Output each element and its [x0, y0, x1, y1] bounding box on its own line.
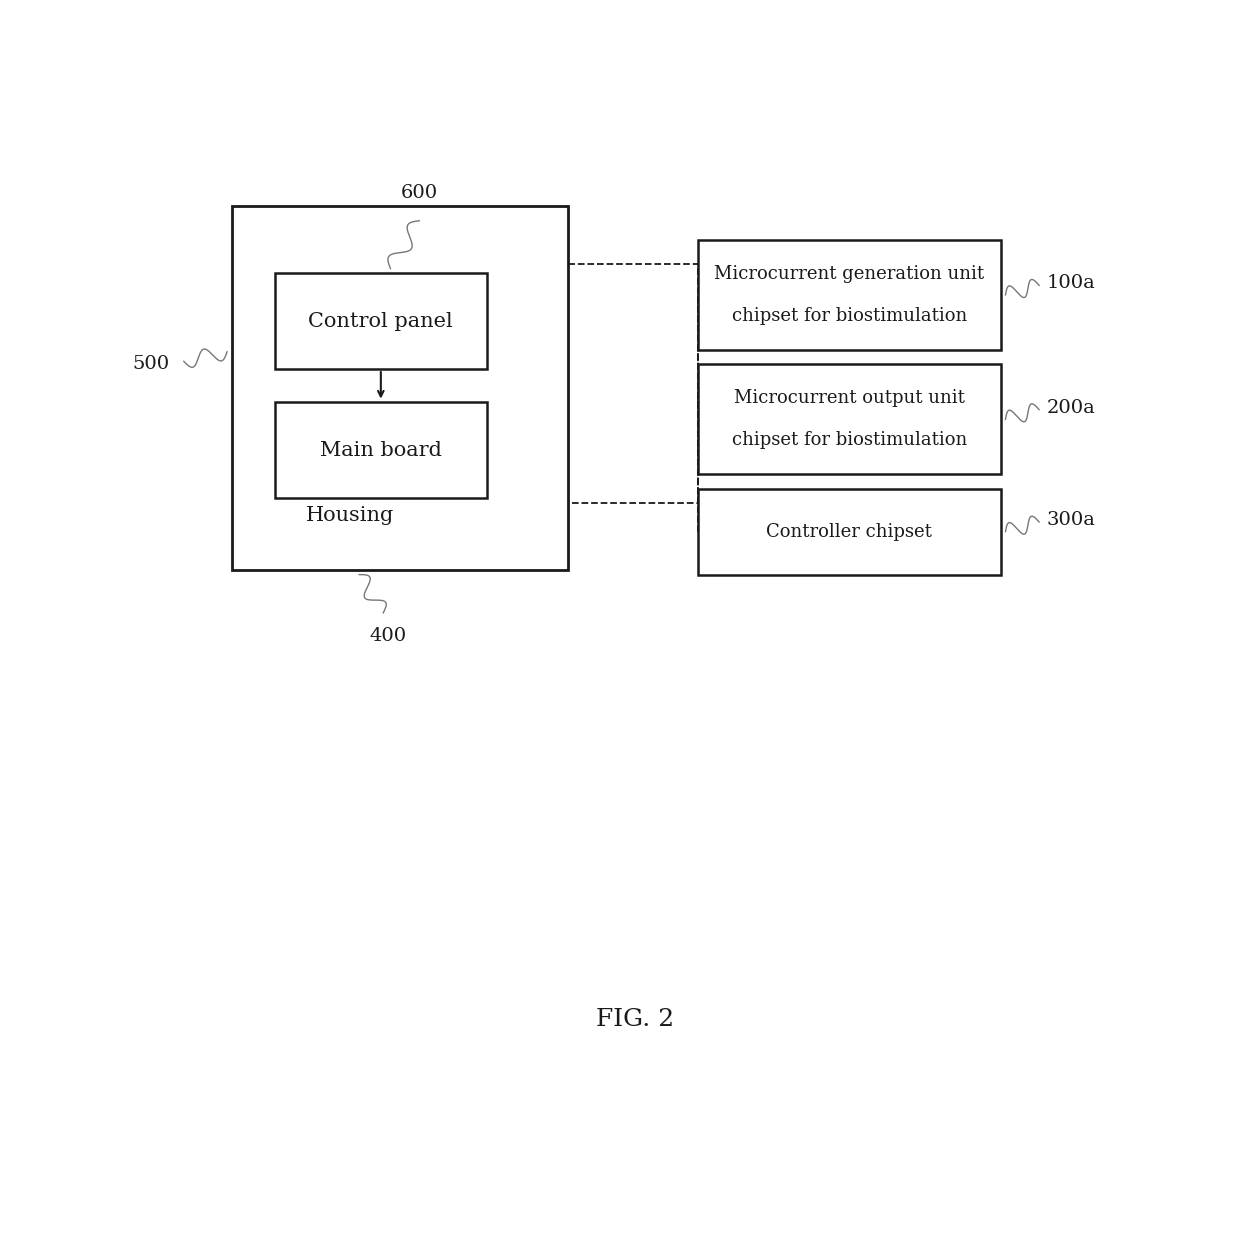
- Text: chipset for biostimulation: chipset for biostimulation: [732, 431, 967, 450]
- Text: Microcurrent generation unit: Microcurrent generation unit: [714, 265, 985, 283]
- Text: 300a: 300a: [1047, 512, 1096, 529]
- Bar: [439, 263, 698, 503]
- Bar: [275, 402, 486, 498]
- Text: FIG. 2: FIG. 2: [596, 1007, 675, 1031]
- Bar: [275, 273, 486, 369]
- Text: Housing: Housing: [305, 505, 394, 525]
- Text: Main board: Main board: [320, 441, 441, 460]
- Text: 200a: 200a: [1047, 399, 1096, 417]
- Bar: [698, 488, 1001, 575]
- Text: Control panel: Control panel: [309, 312, 453, 330]
- Text: 600: 600: [401, 184, 438, 201]
- Bar: [698, 364, 1001, 474]
- Text: 500: 500: [133, 355, 170, 373]
- Text: 400: 400: [370, 627, 407, 645]
- Text: Microcurrent output unit: Microcurrent output unit: [734, 389, 965, 407]
- Text: 100a: 100a: [1047, 274, 1096, 292]
- Bar: [698, 240, 1001, 350]
- Text: chipset for biostimulation: chipset for biostimulation: [732, 307, 967, 325]
- Bar: [232, 206, 568, 570]
- Text: Controller chipset: Controller chipset: [766, 523, 932, 540]
